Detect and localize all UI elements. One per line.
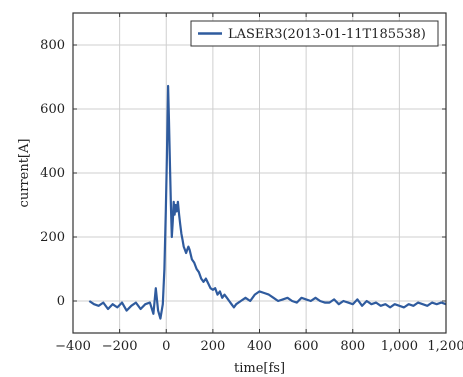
series-layer [88, 84, 447, 320]
y-tick-label: 600 [40, 102, 65, 117]
grid [72, 13, 447, 333]
x-tick-label: 200 [200, 339, 225, 354]
y-axis-label: current[A] [17, 139, 32, 208]
x-tick-label: 1,200 [427, 339, 463, 354]
x-tick-label: 1,000 [381, 339, 418, 354]
y-tick-label: 200 [40, 230, 65, 245]
x-tick-label: 0 [162, 339, 170, 354]
y-tick-label: 400 [40, 166, 65, 181]
legend-label: LASER3(2013-01-11T185538) [228, 27, 426, 42]
y-tick-label: 0 [57, 294, 65, 309]
y-tick-label: 800 [40, 38, 65, 53]
y-axis: 0 200 400 600 800 [40, 38, 446, 309]
x-axis-label: time[fs] [234, 361, 285, 376]
legend-box [190, 20, 439, 47]
x-tick-label: 600 [294, 339, 319, 354]
x-tick-label: −200 [102, 339, 138, 354]
x-tick-label: 400 [247, 339, 272, 354]
legend: LASER3(2013-01-11T185538) [190, 20, 439, 47]
series-line [88, 84, 447, 320]
x-tick-label: −400 [55, 339, 91, 354]
x-axis: −400 −200 0 200 400 600 800 1,000 1,200 [55, 13, 463, 354]
x-tick-label: 800 [340, 339, 365, 354]
